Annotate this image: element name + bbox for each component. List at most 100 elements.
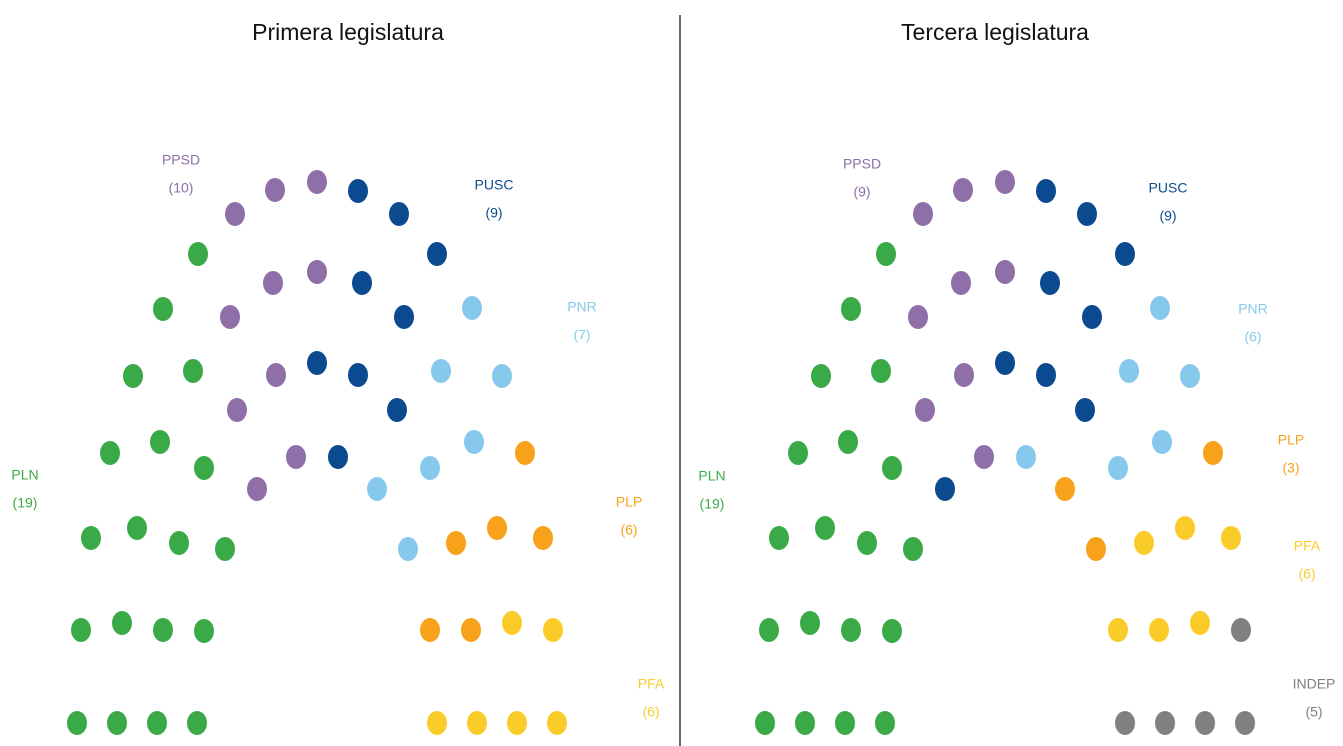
seat	[1231, 618, 1251, 642]
seat	[1036, 363, 1056, 387]
panel-title: Primera legislatura	[252, 19, 444, 45]
seat	[547, 711, 567, 735]
party-seats: (9)	[853, 184, 870, 200]
party-name: PUSC	[475, 177, 514, 193]
seat	[352, 271, 372, 295]
party-name: PPSD	[162, 152, 200, 168]
party-seats: (10)	[169, 180, 194, 196]
seat	[492, 364, 512, 388]
seat	[815, 516, 835, 540]
party-seats: (9)	[485, 205, 502, 221]
seat	[954, 363, 974, 387]
seat	[427, 242, 447, 266]
seat	[328, 445, 348, 469]
seat	[286, 445, 306, 469]
seat	[107, 711, 127, 735]
seat	[1221, 526, 1241, 550]
seat	[1115, 711, 1135, 735]
seat	[81, 526, 101, 550]
seat	[225, 202, 245, 226]
seat	[913, 202, 933, 226]
seat	[1235, 711, 1255, 735]
seat	[951, 271, 971, 295]
seat	[1108, 456, 1128, 480]
seat	[427, 711, 447, 735]
party-name: PFA	[1294, 538, 1321, 554]
seat	[755, 711, 775, 735]
seat	[995, 260, 1015, 284]
party-seats: (3)	[1282, 460, 1299, 476]
party-seats: (5)	[1305, 704, 1322, 720]
seat	[1119, 359, 1139, 383]
party-name: PLP	[1278, 432, 1304, 448]
seat	[194, 619, 214, 643]
seat	[1152, 430, 1172, 454]
seat	[169, 531, 189, 555]
party-name: PNR	[1238, 301, 1268, 317]
seat	[389, 202, 409, 226]
seat	[153, 297, 173, 321]
seat	[1150, 296, 1170, 320]
seat	[467, 711, 487, 735]
party-name: PUSC	[1149, 180, 1188, 196]
seat	[995, 170, 1015, 194]
party-seats: (19)	[13, 495, 38, 511]
party-name: PLP	[616, 494, 642, 510]
seat	[908, 305, 928, 329]
seat	[543, 618, 563, 642]
party-name: PLN	[11, 467, 38, 483]
seat	[1086, 537, 1106, 561]
seat	[882, 456, 902, 480]
seat	[1075, 398, 1095, 422]
party-seats: (19)	[700, 496, 725, 512]
seat	[533, 526, 553, 550]
seat	[266, 363, 286, 387]
seat	[515, 441, 535, 465]
seat	[431, 359, 451, 383]
seat	[446, 531, 466, 555]
seat	[502, 611, 522, 635]
seat	[1195, 711, 1215, 735]
seat	[464, 430, 484, 454]
seat	[367, 477, 387, 501]
seat	[398, 537, 418, 561]
seat	[871, 359, 891, 383]
seat	[71, 618, 91, 642]
seat	[420, 618, 440, 642]
seat	[1155, 711, 1175, 735]
seat	[1036, 179, 1056, 203]
seat	[307, 170, 327, 194]
seat	[487, 516, 507, 540]
party-seats: (7)	[573, 327, 590, 343]
party-name: PLN	[698, 468, 725, 484]
party-name: INDEP	[1293, 676, 1336, 692]
seat	[194, 456, 214, 480]
seat	[112, 611, 132, 635]
seat	[462, 296, 482, 320]
seat	[974, 445, 994, 469]
seat	[795, 711, 815, 735]
seat	[953, 178, 973, 202]
seat	[1040, 271, 1060, 295]
seat	[1203, 441, 1223, 465]
seat	[127, 516, 147, 540]
seat	[153, 618, 173, 642]
seat	[1175, 516, 1195, 540]
seat	[215, 537, 235, 561]
seat	[507, 711, 527, 735]
seat	[307, 351, 327, 375]
seat	[1149, 618, 1169, 642]
seat	[995, 351, 1015, 375]
seat	[935, 477, 955, 501]
seat	[188, 242, 208, 266]
seat	[759, 618, 779, 642]
seat	[263, 271, 283, 295]
seat	[247, 477, 267, 501]
seat	[841, 297, 861, 321]
party-seats: (6)	[620, 522, 637, 538]
seat	[150, 430, 170, 454]
seat	[882, 619, 902, 643]
seat	[265, 178, 285, 202]
seat	[1082, 305, 1102, 329]
